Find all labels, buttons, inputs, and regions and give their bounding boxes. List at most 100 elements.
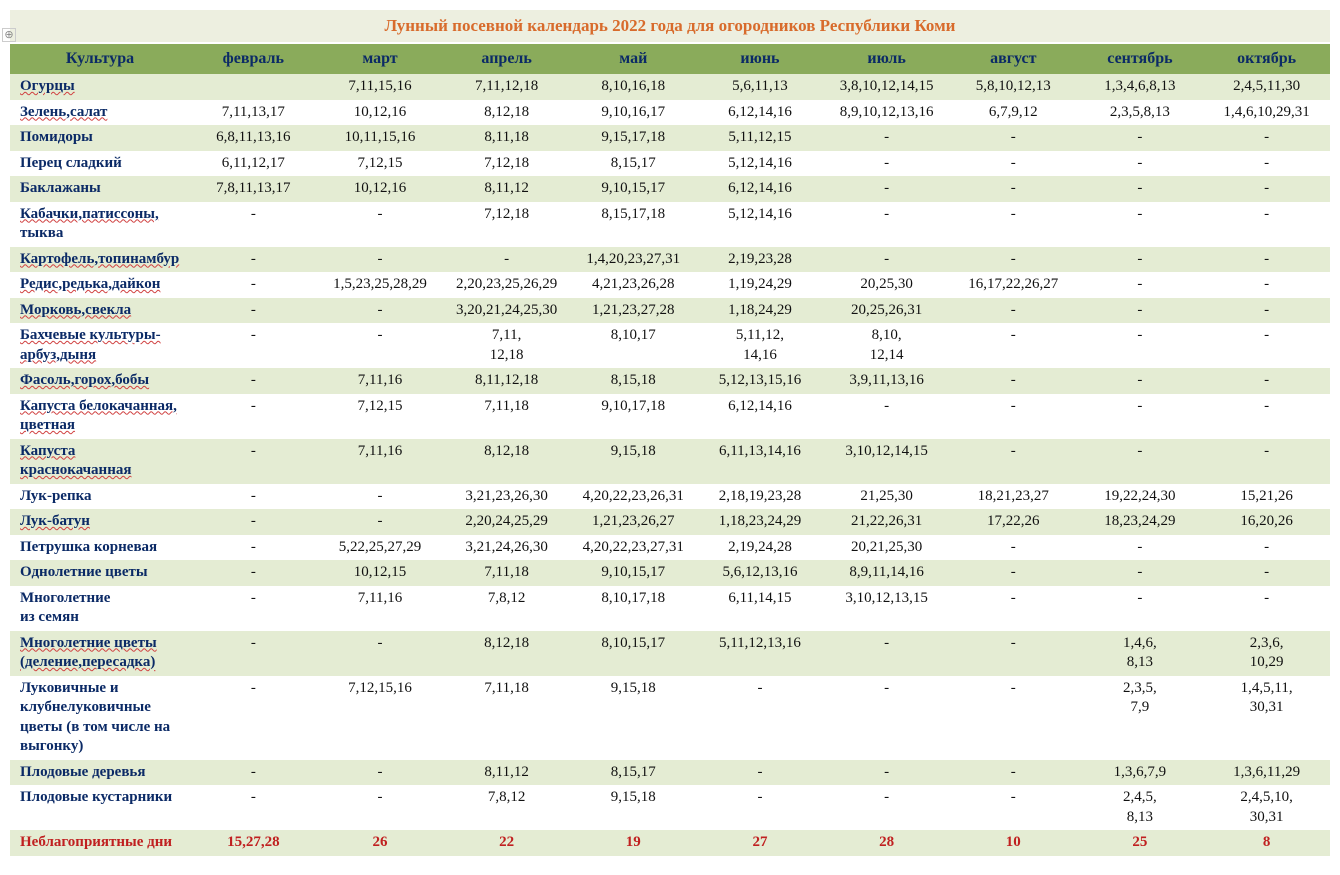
culture-cell: Плодовые деревья	[10, 760, 190, 786]
value-cell: 3,21,23,26,30	[443, 484, 570, 510]
value-cell: 17,22,26	[950, 509, 1077, 535]
value-cell: 16,20,26	[1203, 509, 1330, 535]
value-cell: -	[317, 484, 444, 510]
value-cell: 10,12,16	[317, 176, 444, 202]
value-cell: 7,12,18	[443, 151, 570, 177]
table-row: Бахчевые культуры-арбуз,дыня--7,11,12,18…	[10, 323, 1330, 368]
value-cell: 1,5,23,25,28,29	[317, 272, 444, 298]
value-cell: 8,10,17,18	[570, 586, 697, 631]
culture-cell: Лук-репка	[10, 484, 190, 510]
value-cell: -	[1203, 535, 1330, 561]
value-cell: 8,15,17,18	[570, 202, 697, 247]
value-cell: 3,8,10,12,14,15	[823, 74, 950, 100]
value-cell: 7,8,12	[443, 785, 570, 830]
value-cell: 1,18,23,24,29	[697, 509, 824, 535]
table-row: Лук-репка--3,21,23,26,304,20,22,23,26,31…	[10, 484, 1330, 510]
value-cell: -	[697, 785, 824, 830]
value-cell: 5,6,11,13	[697, 74, 824, 100]
value-cell: 7,11,12,18	[443, 323, 570, 368]
value-cell: 2,3,5,7,9	[1077, 676, 1204, 760]
col-header-month: июнь	[697, 44, 824, 74]
value-cell: 7,11,18	[443, 394, 570, 439]
table-row: Фасоль,горох,бобы-7,11,168,11,12,188,15,…	[10, 368, 1330, 394]
value-cell: 9,15,18	[570, 439, 697, 484]
value-cell: 25	[1077, 830, 1204, 856]
value-cell: -	[697, 676, 824, 760]
value-cell: 21,22,26,31	[823, 509, 950, 535]
value-cell: -	[190, 368, 317, 394]
value-cell: 6,11,13,14,16	[697, 439, 824, 484]
value-cell: 9,10,16,17	[570, 100, 697, 126]
value-cell: -	[1203, 125, 1330, 151]
culture-cell: Плодовые кустарники	[10, 785, 190, 830]
table-row: Баклажаны7,8,11,13,1710,12,168,11,129,10…	[10, 176, 1330, 202]
value-cell: -	[950, 368, 1077, 394]
value-cell: -	[823, 631, 950, 676]
value-cell: 2,3,6,10,29	[1203, 631, 1330, 676]
value-cell: 1,21,23,26,27	[570, 509, 697, 535]
bad-days-row: Неблагоприятные дни15,27,282622192728102…	[10, 830, 1330, 856]
value-cell: 16,17,22,26,27	[950, 272, 1077, 298]
value-cell: 1,4,6,10,29,31	[1203, 100, 1330, 126]
value-cell: 1,4,5,11,30,31	[1203, 676, 1330, 760]
table-row: Кабачки,патиссоны,тыква--7,12,188,15,17,…	[10, 202, 1330, 247]
value-cell: -	[823, 394, 950, 439]
value-cell: -	[1203, 272, 1330, 298]
value-cell: 7,11,13,17	[190, 100, 317, 126]
value-cell: 2,4,5,11,30	[1203, 74, 1330, 100]
col-header-culture: Культура	[10, 44, 190, 74]
value-cell: -	[950, 247, 1077, 273]
culture-cell: Редис,редька,дайкон	[10, 272, 190, 298]
value-cell: 7,11,16	[317, 586, 444, 631]
value-cell: 5,12,14,16	[697, 202, 824, 247]
col-header-month: апрель	[443, 44, 570, 74]
value-cell: 6,12,14,16	[697, 100, 824, 126]
value-cell: 22	[443, 830, 570, 856]
value-cell: -	[1077, 202, 1204, 247]
value-cell: -	[190, 298, 317, 324]
value-cell: -	[950, 785, 1077, 830]
value-cell: -	[823, 202, 950, 247]
value-cell: 6,8,11,13,16	[190, 125, 317, 151]
value-cell: -	[1077, 176, 1204, 202]
value-cell: -	[190, 535, 317, 561]
value-cell: -	[1203, 439, 1330, 484]
value-cell: -	[190, 247, 317, 273]
culture-cell: Зелень,салат	[10, 100, 190, 126]
value-cell: 9,10,17,18	[570, 394, 697, 439]
value-cell: -	[190, 202, 317, 247]
value-cell: 7,11,18	[443, 560, 570, 586]
culture-cell: Лук-батун	[10, 509, 190, 535]
table-row: Плодовые кустарники--7,8,129,15,18---2,4…	[10, 785, 1330, 830]
culture-cell: Картофель,топинамбур	[10, 247, 190, 273]
value-cell: -	[823, 151, 950, 177]
value-cell: -	[950, 439, 1077, 484]
value-cell: -	[1203, 202, 1330, 247]
value-cell: 8,10,17	[570, 323, 697, 368]
value-cell: -	[190, 631, 317, 676]
value-cell: -	[1203, 323, 1330, 368]
value-cell: 8,15,17	[570, 760, 697, 786]
value-cell: 8,11,12	[443, 176, 570, 202]
value-cell: -	[950, 125, 1077, 151]
value-cell: 7,11,16	[317, 368, 444, 394]
value-cell: 7,8,12	[443, 586, 570, 631]
value-cell: 1,3,6,7,9	[1077, 760, 1204, 786]
value-cell: -	[190, 272, 317, 298]
value-cell: -	[1077, 272, 1204, 298]
value-cell: 19,22,24,30	[1077, 484, 1204, 510]
value-cell: 5,11,12,15	[697, 125, 824, 151]
table-row: Однолетние цветы-10,12,157,11,189,10,15,…	[10, 560, 1330, 586]
culture-cell: Капуста белокачанная, цветная	[10, 394, 190, 439]
culture-cell: Неблагоприятные дни	[10, 830, 190, 856]
value-cell: -	[1203, 247, 1330, 273]
value-cell: -	[1077, 368, 1204, 394]
value-cell: -	[1203, 151, 1330, 177]
value-cell: 9,15,18	[570, 676, 697, 760]
value-cell: 8,11,18	[443, 125, 570, 151]
value-cell: 27	[697, 830, 824, 856]
value-cell: -	[823, 247, 950, 273]
value-cell: 3,10,12,14,15	[823, 439, 950, 484]
value-cell: 2,4,5,8,13	[1077, 785, 1204, 830]
value-cell: -	[823, 676, 950, 760]
